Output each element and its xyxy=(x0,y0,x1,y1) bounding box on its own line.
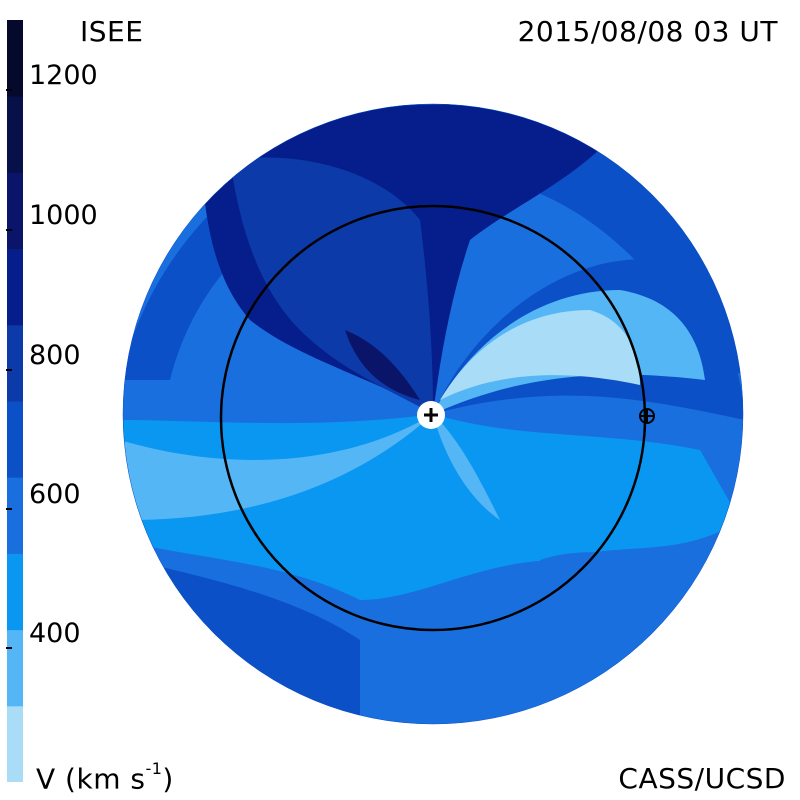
colorbar-segment-500 xyxy=(7,553,23,631)
colorbar-segment-600 xyxy=(7,477,23,554)
tick-label-600: 600 xyxy=(29,479,81,510)
tickmark-800 xyxy=(6,369,12,371)
tickmark-1200 xyxy=(6,89,12,91)
contour-sun-plume xyxy=(433,414,500,520)
colorbar-segment-900 xyxy=(7,248,23,326)
contour-very-fast xyxy=(345,330,420,400)
tickmark-400 xyxy=(6,647,12,649)
colorbar-label: V (km s-1) xyxy=(36,759,174,796)
colorbar-segment-800 xyxy=(7,324,23,402)
colorbar-segment-1200 xyxy=(7,20,23,97)
tick-label-400: 400 xyxy=(29,618,81,649)
organization-label: ISEE xyxy=(80,15,144,48)
tickmark-600 xyxy=(6,508,12,510)
colorbar-label-exponent: -1 xyxy=(145,759,163,778)
colorbar-segment-300 xyxy=(7,705,23,782)
credit-label: CASS/UCSD xyxy=(618,762,786,795)
tickmark-1000 xyxy=(6,229,12,231)
timestamp: 2015/08/08 03 UT xyxy=(517,15,778,48)
colorbar-segment-1100 xyxy=(7,96,23,173)
contour-slow-core xyxy=(440,310,640,400)
earth-marker xyxy=(639,408,655,424)
contour-left-band xyxy=(123,414,433,520)
tick-label-800: 800 xyxy=(29,340,81,371)
colorbar-label-text: V (km s xyxy=(36,762,146,796)
tick-label-1000: 1000 xyxy=(29,200,98,231)
sun-marker xyxy=(417,401,445,429)
colorbar-segment-400 xyxy=(7,629,23,707)
colorbar-segment-1000 xyxy=(7,172,23,250)
colorbar-segment-700 xyxy=(7,401,23,478)
colorbar xyxy=(7,20,23,782)
tick-label-1200: 1200 xyxy=(29,60,98,91)
contour-fast-core xyxy=(230,157,433,414)
disk-edge xyxy=(122,103,744,725)
earth-orbit-circle xyxy=(219,204,647,632)
